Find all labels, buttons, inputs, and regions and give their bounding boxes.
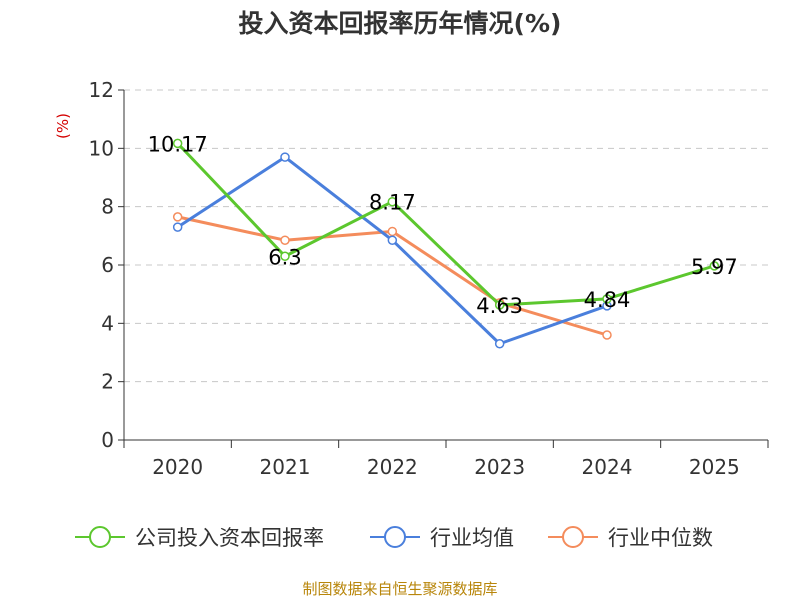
data-point bbox=[387, 226, 398, 237]
y-tick-label: 8 bbox=[101, 195, 114, 219]
x-tick-label: 2022 bbox=[367, 455, 418, 479]
data-label: 6.3 bbox=[268, 245, 301, 269]
data-point bbox=[387, 235, 398, 245]
legend-marker bbox=[562, 526, 584, 548]
y-tick-label: 0 bbox=[101, 428, 114, 452]
data-point bbox=[280, 235, 290, 245]
data-point bbox=[602, 294, 612, 304]
chart-title: 投入资本回报率历年情况(%) bbox=[238, 9, 562, 38]
axes: 0 2 4 6 8 10 12 2020 2021 2022 2023 2024 2025 (%) bbox=[54, 78, 769, 479]
data-point bbox=[172, 138, 183, 149]
data-point bbox=[280, 251, 290, 261]
data-label: 5.97 bbox=[691, 255, 738, 279]
data-point bbox=[494, 300, 505, 310]
data-point bbox=[602, 330, 612, 340]
series-line-0 bbox=[176, 142, 715, 307]
y-tick-label: 4 bbox=[101, 311, 114, 335]
data-label: 4.84 bbox=[584, 288, 631, 312]
legend-marker bbox=[384, 526, 406, 548]
data-label: 10.17 bbox=[148, 132, 208, 156]
data-label: 4.63 bbox=[476, 294, 523, 318]
y-tick-label: 12 bbox=[89, 78, 114, 102]
data-point bbox=[280, 152, 290, 162]
legend-label: 行业中位数 bbox=[608, 526, 713, 550]
grid-lines bbox=[124, 89, 768, 383]
x-tick-label: 2023 bbox=[474, 455, 525, 479]
x-tick-label: 2025 bbox=[689, 455, 740, 479]
data-label: 8.17 bbox=[369, 191, 416, 215]
legend-label: 行业均值 bbox=[430, 526, 514, 550]
data-point bbox=[709, 261, 720, 271]
data-source-note: 制图数据来自恒生聚源数据库 bbox=[302, 580, 498, 598]
data-point bbox=[494, 339, 505, 349]
x-tick-label: 2021 bbox=[260, 455, 311, 479]
legend-label: 公司投入资本回报率 bbox=[135, 526, 324, 550]
data-point bbox=[387, 196, 398, 207]
x-tick-label: 2024 bbox=[582, 455, 633, 479]
y-tick-label: 10 bbox=[89, 136, 114, 160]
y-axis-label: (%) bbox=[54, 113, 72, 139]
x-tick-label: 2020 bbox=[152, 455, 203, 479]
legend: 公司投入资本回报率 行业均值 行业中位数 bbox=[75, 526, 713, 550]
y-tick-label: 6 bbox=[101, 253, 114, 277]
series-group bbox=[172, 138, 720, 349]
data-point bbox=[172, 212, 183, 222]
legend-marker bbox=[89, 526, 111, 548]
data-labels: 10.17 6.3 8.17 4.63 4.84 5.97 bbox=[148, 132, 738, 318]
y-tick-label: 2 bbox=[101, 370, 114, 394]
data-point bbox=[172, 222, 183, 232]
